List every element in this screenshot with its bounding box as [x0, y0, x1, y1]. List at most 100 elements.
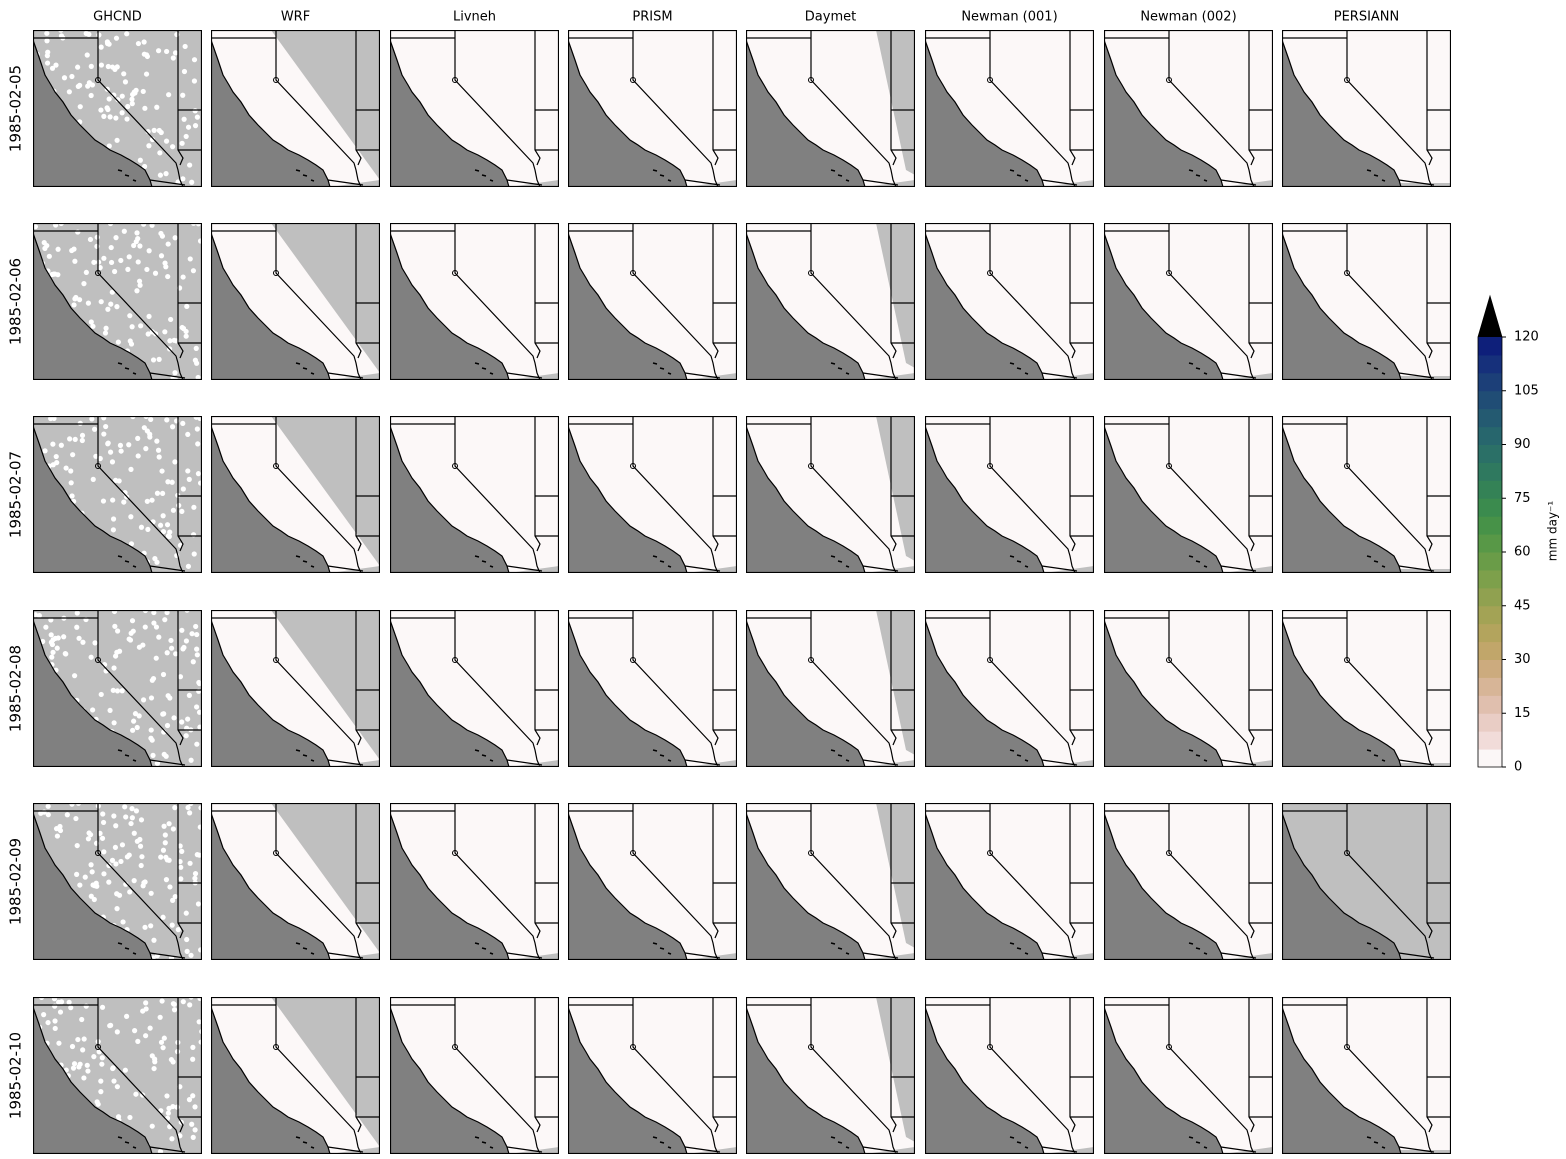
- map-panel: [211, 997, 380, 1154]
- station: [112, 269, 117, 274]
- station: [113, 115, 118, 120]
- map-panel: [925, 223, 1094, 380]
- station: [194, 361, 199, 366]
- station: [184, 638, 189, 643]
- station: [130, 101, 135, 106]
- station: [195, 852, 200, 857]
- station: [75, 1037, 80, 1042]
- station: [100, 836, 105, 841]
- row-label: 1985-02-08: [7, 645, 25, 732]
- map-panel: [31, 608, 203, 767]
- station: [178, 674, 183, 679]
- station: [161, 513, 166, 518]
- station: [137, 837, 142, 842]
- column-title: Newman (002): [1140, 10, 1236, 25]
- station: [75, 843, 80, 848]
- station: [123, 79, 128, 84]
- station: [105, 41, 110, 46]
- station: [59, 999, 64, 1004]
- station: [193, 123, 198, 128]
- station: [79, 1017, 84, 1022]
- station: [152, 128, 157, 133]
- station: [166, 241, 171, 246]
- station: [75, 229, 80, 234]
- station: [195, 426, 200, 431]
- station: [101, 871, 106, 876]
- station: [91, 477, 96, 482]
- station: [162, 752, 167, 757]
- map-panel: [211, 30, 380, 187]
- station: [192, 1127, 197, 1132]
- station: [49, 632, 54, 637]
- station: [149, 727, 154, 732]
- station: [150, 753, 155, 758]
- map-panel: [746, 803, 915, 960]
- map-panel: [746, 223, 915, 380]
- station: [115, 1029, 120, 1034]
- station: [80, 433, 85, 438]
- station: [80, 1047, 85, 1052]
- map-panel: [32, 28, 202, 189]
- map-panel: [390, 610, 559, 767]
- station: [137, 243, 142, 248]
- colorbar-band: [1478, 409, 1502, 427]
- station: [128, 467, 133, 472]
- station: [164, 49, 169, 54]
- station: [100, 811, 105, 816]
- colorbar-band: [1478, 731, 1502, 749]
- station: [151, 1066, 156, 1071]
- station: [137, 283, 142, 288]
- map-panel: [1104, 997, 1273, 1154]
- station: [150, 1124, 155, 1129]
- station: [113, 823, 118, 828]
- station: [152, 556, 157, 561]
- colorbar-tick-label: 75: [1514, 491, 1531, 506]
- station: [160, 1045, 165, 1050]
- station: [103, 424, 108, 429]
- station: [125, 854, 130, 859]
- station: [85, 1063, 90, 1068]
- station: [159, 1040, 164, 1045]
- station: [193, 108, 198, 113]
- station: [101, 256, 106, 261]
- station: [110, 858, 115, 863]
- station: [53, 63, 58, 68]
- station: [151, 676, 156, 681]
- station: [156, 635, 161, 640]
- station: [141, 697, 146, 702]
- station: [169, 1136, 174, 1141]
- station: [184, 134, 189, 139]
- station: [71, 247, 76, 252]
- station: [142, 106, 147, 111]
- map-panel: [568, 416, 737, 573]
- map-panel: [1282, 610, 1451, 767]
- colorbar-band: [1478, 749, 1502, 767]
- station: [54, 454, 59, 459]
- station: [84, 1004, 89, 1009]
- station: [163, 840, 168, 845]
- station: [141, 89, 146, 94]
- station: [73, 437, 78, 442]
- station: [166, 92, 171, 97]
- station: [158, 173, 163, 178]
- station: [164, 417, 169, 422]
- station: [113, 845, 118, 850]
- column-title: WRF: [281, 10, 310, 25]
- station: [61, 634, 66, 639]
- station: [189, 180, 194, 185]
- map-panel: [1282, 997, 1451, 1154]
- colorbar-band: [1478, 373, 1502, 391]
- station: [87, 80, 92, 85]
- station: [198, 238, 203, 243]
- station: [129, 806, 134, 811]
- station: [83, 875, 88, 880]
- column-title: PERSIANN: [1334, 10, 1400, 25]
- station: [100, 1055, 105, 1060]
- station: [72, 673, 77, 678]
- station: [198, 824, 203, 829]
- station: [111, 527, 116, 532]
- station: [149, 695, 154, 700]
- colorbar-band: [1478, 695, 1502, 713]
- station: [125, 104, 130, 109]
- station: [157, 454, 162, 459]
